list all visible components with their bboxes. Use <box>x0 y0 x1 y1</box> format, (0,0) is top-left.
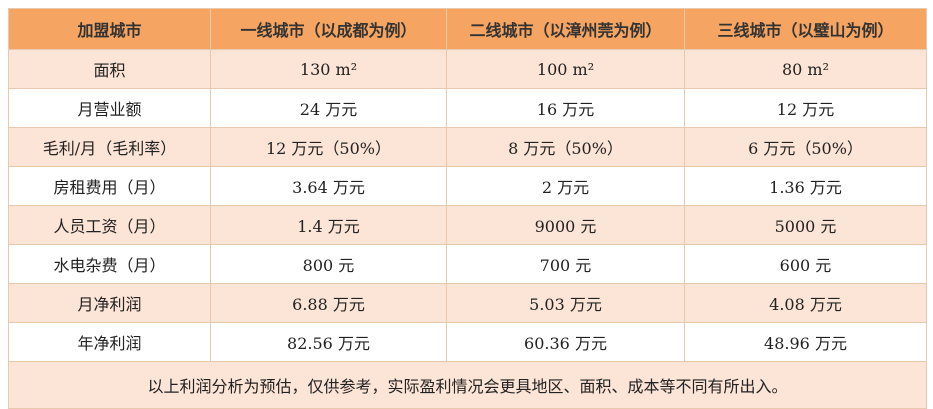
cell: 700 元 <box>446 244 685 284</box>
data-table: 加盟城市 一线城市（以成都为例） 二线城市（以漳州莞为例） 三线城市（以璧山为例） 面… <box>8 8 927 409</box>
cell: 9000 元 <box>446 205 685 245</box>
cell: 2 万元 <box>446 166 685 206</box>
cell: 24 万元 <box>210 88 447 128</box>
table-row: 毛利/月（毛利率） 12 万元（50%） 8 万元（50%） 6 万元（50%） <box>8 127 927 167</box>
cell: 5000 元 <box>684 205 927 245</box>
cell: 130 m² <box>210 49 447 89</box>
row-label: 年净利润 <box>8 322 211 362</box>
header-row: 加盟城市 一线城市（以成都为例） 二线城市（以漳州莞为例） 三线城市（以璧山为例） <box>8 8 927 50</box>
header-cell: 一线城市（以成都为例） <box>210 8 447 50</box>
cell: 100 m² <box>446 49 685 89</box>
cell: 82.56 万元 <box>210 322 447 362</box>
row-label: 房租费用（月） <box>8 166 211 206</box>
table-row: 人员工资（月） 1.4 万元 9000 元 5000 元 <box>8 205 927 245</box>
cell: 16 万元 <box>446 88 685 128</box>
cell: 6 万元（50%） <box>684 127 927 167</box>
cell: 4.08 万元 <box>684 283 927 323</box>
table-row: 房租费用（月） 3.64 万元 2 万元 1.36 万元 <box>8 166 927 206</box>
cell: 5.03 万元 <box>446 283 685 323</box>
cell: 12 万元（50%） <box>210 127 447 167</box>
table-row: 月营业额 24 万元 16 万元 12 万元 <box>8 88 927 128</box>
cell: 12 万元 <box>684 88 927 128</box>
table-body: 面积 130 m² 100 m² 80 m² 月营业额 24 万元 16 万元 12 万元 毛利… <box>8 49 927 409</box>
cell: 6.88 万元 <box>210 283 447 323</box>
table-row: 月净利润 6.88 万元 5.03 万元 4.08 万元 <box>8 283 927 323</box>
note-row: 以上利润分析为预估，仅供参考，实际盈利情况会更具地区、面积、成本等不同有所出入。 <box>8 361 927 409</box>
header-cell: 二线城市（以漳州莞为例） <box>446 8 685 50</box>
note: 以上利润分析为预估，仅供参考，实际盈利情况会更具地区、面积、成本等不同有所出入。 <box>8 361 927 409</box>
row-label: 人员工资（月） <box>8 205 211 245</box>
header-cell: 加盟城市 <box>8 8 211 50</box>
table-row: 面积 130 m² 100 m² 80 m² <box>8 49 927 89</box>
row-label: 月净利润 <box>8 283 211 323</box>
cell: 80 m² <box>684 49 927 89</box>
cell: 60.36 万元 <box>446 322 685 362</box>
row-label: 月营业额 <box>8 88 211 128</box>
row-label: 毛利/月（毛利率） <box>8 127 211 167</box>
row-label: 水电杂费（月） <box>8 244 211 284</box>
row-label: 面积 <box>8 49 211 89</box>
cell: 1.4 万元 <box>210 205 447 245</box>
cell: 3.64 万元 <box>210 166 447 206</box>
cell: 48.96 万元 <box>684 322 927 362</box>
cell: 8 万元（50%） <box>446 127 685 167</box>
cell: 1.36 万元 <box>684 166 927 206</box>
table-row: 年净利润 82.56 万元 60.36 万元 48.96 万元 <box>8 322 927 362</box>
cell: 600 元 <box>684 244 927 284</box>
table-row: 水电杂费（月） 800 元 700 元 600 元 <box>8 244 927 284</box>
header-cell: 三线城市（以璧山为例） <box>684 8 927 50</box>
cell: 800 元 <box>210 244 447 284</box>
